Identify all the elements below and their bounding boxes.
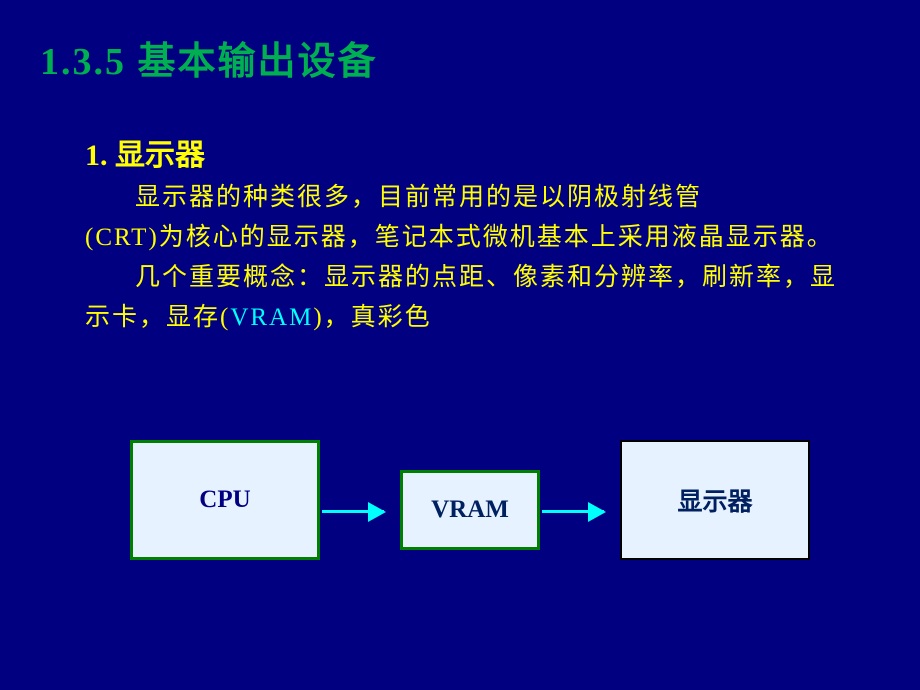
cpu-box: CPU (130, 440, 320, 560)
flow-diagram: CPU VRAM 显示器 (0, 430, 920, 630)
vram-box: VRAM (400, 470, 540, 550)
body-text: 显示器的种类很多，目前常用的是以阴极射线管 (CRT)为核心的显示器，笔记本式微… (85, 178, 860, 338)
arrow-cpu-to-vram (322, 510, 384, 513)
paragraph-1-line-2: (CRT)为核心的显示器，笔记本式微机基本上采用液晶显示器。 (85, 224, 834, 251)
vram-highlight: VRAM (230, 304, 313, 331)
paragraph-2-prefix: 几个重要概念：显示器的点距、像素和分辨率，刷新率，显示卡，显存( (85, 264, 837, 331)
slide-title: 1.3.5 基本输出设备 (40, 30, 378, 85)
paragraph-2: 几个重要概念：显示器的点距、像素和分辨率，刷新率，显示卡，显存(VRAM)，真彩… (85, 258, 860, 338)
display-box: 显示器 (620, 440, 810, 560)
section-heading: 1. 显示器 (85, 130, 205, 174)
paragraph-2-suffix: )，真彩色 (313, 304, 431, 331)
paragraph-1-line-1: 显示器的种类很多，目前常用的是以阴极射线管 (85, 178, 860, 218)
arrow-vram-to-display (542, 510, 604, 513)
